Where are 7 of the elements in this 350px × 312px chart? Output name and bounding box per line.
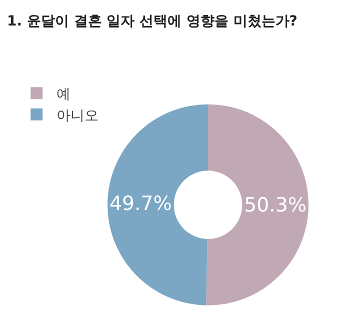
- chart-title: 1. 윤달이 결혼 일자 선택에 영향을 미쳤는가?: [7, 13, 298, 30]
- donut-slice: [108, 104, 208, 306]
- donut-slice: [206, 104, 308, 306]
- legend-label: 예: [56, 86, 71, 103]
- data-label: 50.3%: [244, 193, 307, 216]
- data-label: 49.7%: [109, 192, 172, 215]
- legend-label: 아니오: [56, 108, 99, 124]
